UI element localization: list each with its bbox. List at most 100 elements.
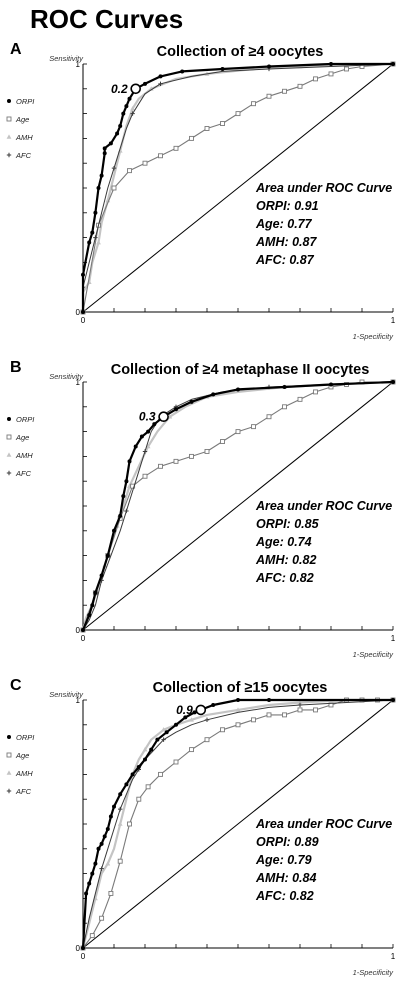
legend-afc-marker-c xyxy=(6,788,12,794)
legend-amh-label-b: AMH xyxy=(15,451,33,460)
series-age-point-c-5 xyxy=(127,821,132,827)
series-age-point-b-10 xyxy=(220,439,225,444)
series-orpi-point-a-7 xyxy=(102,151,107,156)
series-age-point-a-4 xyxy=(142,160,148,166)
series-age-point-c-9 xyxy=(173,759,179,765)
series-orpi-point-a-5 xyxy=(96,186,101,190)
legend-amh-label-c: AMH xyxy=(15,769,33,778)
series-amh-point-c-18 xyxy=(297,699,303,705)
series-age-point-c-4 xyxy=(117,858,123,864)
legend-amh-marker-c xyxy=(6,770,12,775)
legend-age-label-c: Age xyxy=(15,751,29,760)
auc-value-a-2: AMH: 0.87 xyxy=(255,235,317,249)
series-age-point-b-13 xyxy=(266,414,272,420)
series-amh-point-c-10 xyxy=(142,747,148,752)
series-orpi-point-c-23 xyxy=(211,702,216,707)
x-tick-label-left-a: 0 xyxy=(81,316,86,325)
legend-orpi-label-a: ORPI xyxy=(16,97,34,106)
series-orpi-point-a-0 xyxy=(81,310,85,314)
legend-amh-marker-a xyxy=(6,134,12,139)
series-age-point-a-12 xyxy=(266,93,272,99)
legend-age-label-a: Age xyxy=(15,115,29,124)
series-amh-point-c-6 xyxy=(117,821,123,826)
legend-afc-marker-b xyxy=(6,470,12,476)
series-orpi-point-c-2 xyxy=(87,881,92,886)
y-tick-label-bottom-a: 0 xyxy=(76,308,81,317)
series-orpi-point-b-9 xyxy=(124,479,129,484)
series-afc-point-c-18 xyxy=(297,702,303,708)
series-orpi-point-b-16 xyxy=(174,407,178,412)
series-age-point-a-13 xyxy=(282,88,287,94)
series-age-point-b-9 xyxy=(204,448,210,454)
auc-heading-b: Area under ROC Curve xyxy=(255,499,392,513)
series-amh-point-c-16 xyxy=(235,707,241,712)
series-orpi-point-b-2 xyxy=(90,603,95,608)
series-age-point-c-16 xyxy=(282,712,287,718)
panel-letter-c: C xyxy=(10,677,22,694)
y-tick-label-bottom-c: 0 xyxy=(76,944,81,953)
series-orpi-point-a-12 xyxy=(121,111,126,116)
series-amh-point-a-4 xyxy=(96,239,101,245)
series-orpi-point-a-4 xyxy=(93,210,98,215)
series-orpi-point-c-19 xyxy=(174,722,178,727)
series-orpi-point-c-9 xyxy=(108,814,113,819)
x-tick-label-left-c: 0 xyxy=(81,952,86,961)
series-age-point-c-8 xyxy=(158,771,163,777)
legend-age-marker-b xyxy=(6,434,12,440)
series-age-point-b-7 xyxy=(173,458,179,464)
series-orpi-point-a-11 xyxy=(118,124,123,128)
series-orpi-point-c-21 xyxy=(192,710,197,715)
series-amh-point-c-4 xyxy=(105,861,111,866)
series-amh-point-c-12 xyxy=(161,727,166,732)
panel-letter-a: A xyxy=(10,41,22,58)
series-orpi-point-a-10 xyxy=(115,131,120,136)
series-afc-point-a-12 xyxy=(158,81,163,87)
x-tick-label-right-c: 1 xyxy=(391,952,396,961)
series-orpi-point-c-12 xyxy=(124,782,129,787)
series-orpi-point-c-7 xyxy=(102,834,107,839)
series-age-point-a-9 xyxy=(220,121,225,126)
series-orpi-point-b-5 xyxy=(105,553,110,558)
series-age-point-a-5 xyxy=(158,153,163,159)
series-age-point-a-7 xyxy=(189,135,194,141)
series-age-line-c xyxy=(82,699,393,949)
series-age-point-b-12 xyxy=(251,424,256,430)
series-afc-point-b-9 xyxy=(142,449,148,454)
series-afc-point-c-6 xyxy=(118,806,123,812)
series-orpi-point-b-3 xyxy=(93,590,98,595)
auc-value-a-1: Age: 0.77 xyxy=(255,217,313,231)
series-orpi-point-a-9 xyxy=(108,141,113,146)
series-afc-point-b-6 xyxy=(124,508,129,514)
legend-afc-marker-a xyxy=(6,152,12,158)
series-orpi-point-c-20 xyxy=(183,715,188,720)
series-age-point-c-2 xyxy=(99,915,105,921)
series-age-point-c-3 xyxy=(108,890,114,896)
series-afc-point-a-3 xyxy=(93,235,98,240)
y-axis-label-c: Sensitivity xyxy=(49,690,84,699)
x-tick-label-right-a: 1 xyxy=(391,316,396,325)
series-age-point-a-15 xyxy=(313,76,318,82)
series-orpi-point-a-13 xyxy=(124,104,129,109)
series-orpi-point-a-1 xyxy=(81,272,85,277)
series-orpi-point-b-8 xyxy=(121,494,126,499)
roc-panel-b: B Collection of ≥4 metaphase II oocytes Se… xyxy=(6,359,396,659)
series-age-point-b-5 xyxy=(142,473,148,479)
series-afc-point-a-6 xyxy=(111,165,117,171)
panel-letter-b: B xyxy=(10,359,22,376)
series-orpi-point-a-21 xyxy=(329,62,333,66)
series-age-point-c-18 xyxy=(313,707,318,713)
cutoff-label-c: 0.9 xyxy=(176,703,193,717)
series-orpi-point-a-18 xyxy=(180,69,185,74)
series-orpi-point-a-6 xyxy=(99,173,104,178)
series-age-point-c-10 xyxy=(189,747,194,753)
series-age-point-c-1 xyxy=(89,933,95,939)
panel-title-b: Collection of ≥4 metaphase II oocytes xyxy=(111,362,370,378)
series-orpi-point-b-10 xyxy=(127,459,132,464)
series-orpi-point-c-4 xyxy=(93,861,98,866)
series-age-point-b-6 xyxy=(158,463,163,469)
series-orpi-point-c-26 xyxy=(391,698,395,702)
series-orpi-point-a-14 xyxy=(127,96,132,101)
series-afc-point-c-3 xyxy=(99,866,104,871)
series-age-point-a-3 xyxy=(127,168,132,174)
series-orpi-point-b-12 xyxy=(139,434,144,439)
